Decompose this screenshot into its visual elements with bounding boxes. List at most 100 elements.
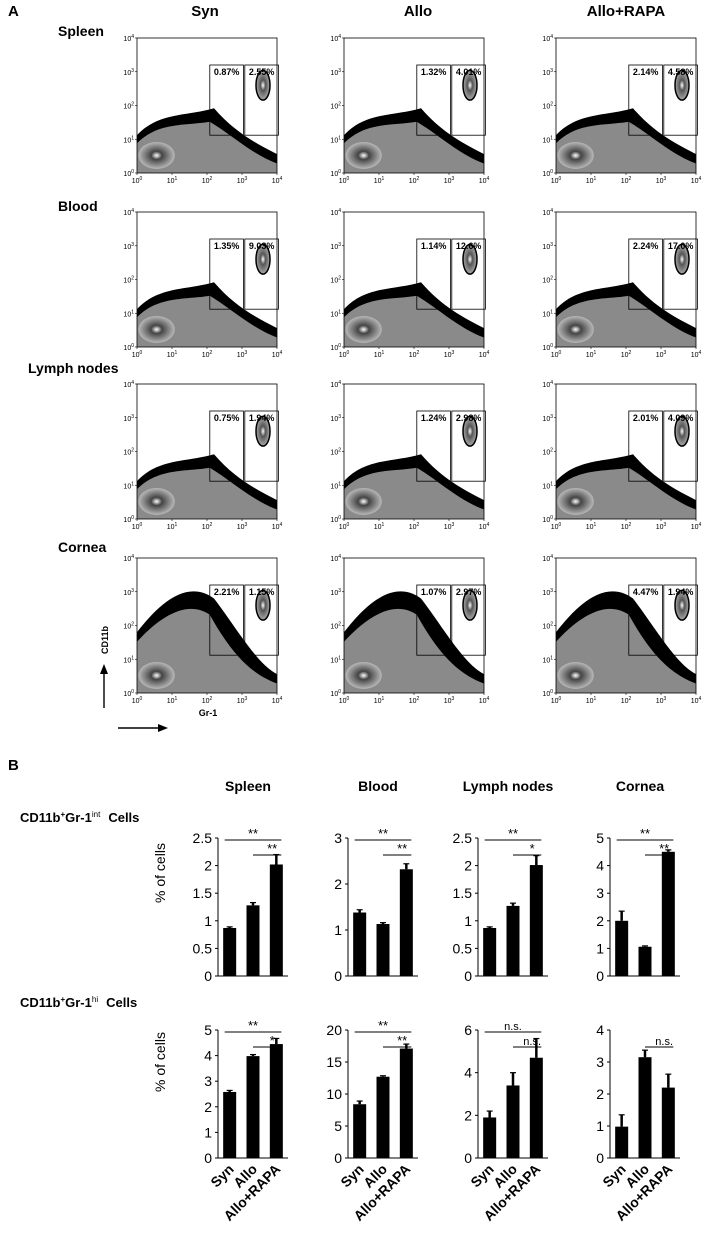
y-axis-arrowhead: [100, 664, 108, 674]
significance-label: **: [378, 1018, 388, 1033]
y-tick-label: 0: [596, 1150, 604, 1166]
gr1-hi-population: [255, 415, 271, 447]
gr1-hi-population: [462, 415, 478, 447]
row-label-gr1-int-tail: Cells: [108, 810, 139, 825]
gate-percent-gr1-hi: 9.03%: [249, 241, 275, 251]
gate-gr1-int: [416, 584, 451, 656]
y-tick-label: 103: [542, 588, 553, 597]
y-tick-label: 100: [542, 689, 553, 698]
gate-gr1-hi: [451, 410, 486, 482]
column-title-syn: Syn: [191, 3, 219, 20]
y-tick-label: 4: [464, 1065, 472, 1081]
bar-chart-cornea-row1: 0 1 2 3 4 5 ** **: [596, 826, 680, 984]
y-tick-label: 0: [204, 968, 212, 984]
x-tick-label: 102: [202, 350, 213, 359]
y-tick-label: 3: [204, 1073, 212, 1089]
x-tick-label: 104: [272, 522, 283, 531]
gr1-hi-population: [674, 69, 690, 101]
significance-label: n.s.: [655, 1036, 673, 1048]
gate-percent-gr1-int: 1.14%: [421, 241, 447, 251]
y-tick-label: 102: [330, 102, 341, 111]
y-tick-label: 104: [123, 34, 134, 43]
gate-gr1-int: [628, 64, 663, 136]
x-tick-label: 100: [551, 176, 562, 185]
x-tick-label: 104: [691, 176, 702, 185]
x-tick-label: 101: [586, 176, 597, 185]
x-tick-label: 104: [479, 522, 490, 531]
gate-percent-gr1-int: 0.87%: [214, 67, 240, 77]
gate-percent-gr1-hi: 4.01%: [456, 67, 482, 77]
lymphocyte-population: [138, 661, 175, 689]
y-tick-label: 2.5: [193, 830, 213, 846]
y-tick-label: 101: [542, 655, 553, 664]
bar-allo-rapa: [269, 864, 283, 976]
x-tick-label: 103: [444, 350, 455, 359]
y-tick-label: 103: [123, 588, 134, 597]
y-tick-label: 100: [123, 689, 134, 698]
bar-allo: [246, 905, 260, 976]
x-tick-label: 102: [409, 176, 420, 185]
lymphocyte-population: [345, 661, 382, 689]
y-tick-label: 102: [542, 622, 553, 631]
y-tick-label: 5: [334, 1118, 342, 1134]
row-title-lymph-nodes: Lymph nodes: [28, 360, 119, 376]
y-tick-label: 101: [123, 309, 134, 318]
x-tick-label: 104: [691, 522, 702, 531]
gr1-hi-population: [255, 69, 271, 101]
x-tick-label: 102: [409, 522, 420, 531]
significance-label: n.s.: [504, 1021, 522, 1033]
ylabel-percent-row2: % of cells: [152, 1032, 168, 1092]
x-tick-label: 103: [237, 696, 248, 705]
x-tick-label: 104: [272, 350, 283, 359]
gate-percent-gr1-int: 1.07%: [421, 587, 447, 597]
y-tick-label: 100: [330, 515, 341, 524]
bar-allo-rapa: [399, 1048, 413, 1158]
row-label-gr1-hi: CD11b+Gr-1hi Cells: [20, 995, 137, 1010]
y-tick-label: 1: [204, 913, 212, 929]
x-tick-label: 100: [339, 696, 350, 705]
y-tick-label: 2: [596, 1086, 604, 1102]
gate-gr1-hi: [244, 64, 279, 136]
y-tick-label: 1: [464, 913, 472, 929]
gate-percent-gr1-int: 1.32%: [421, 67, 447, 77]
gate-percent-gr1-int: 0.75%: [214, 413, 240, 423]
bar-allo: [376, 1076, 390, 1158]
significance-label: **: [397, 841, 407, 856]
y-tick-label: 102: [542, 102, 553, 111]
gate-percent-gr1-int: 4.47%: [633, 587, 659, 597]
ylabel-percent-row1: % of cells: [152, 843, 168, 903]
gate-gr1-hi: [663, 584, 698, 656]
y-tick-label: 103: [330, 68, 341, 77]
y-tick-label: 102: [542, 276, 553, 285]
significance-label: **: [508, 826, 518, 841]
y-tick-label: 103: [542, 68, 553, 77]
x-tick-label: 102: [621, 176, 632, 185]
y-tick-label: 0.5: [453, 940, 473, 956]
x-tick-label: 102: [621, 350, 632, 359]
x-tick-label: 101: [374, 522, 385, 531]
x-tick-label: 100: [339, 176, 350, 185]
x-tick-label: 102: [409, 350, 420, 359]
bar-allo-rapa: [269, 1044, 283, 1158]
y-tick-label: 100: [123, 343, 134, 352]
y-tick-label: 2.5: [453, 830, 473, 846]
gr1-hi-population: [462, 243, 478, 275]
x-tick-label: 103: [656, 350, 667, 359]
bar-allo-rapa: [529, 865, 543, 976]
lymphocyte-population: [345, 141, 382, 169]
lymphocyte-population: [138, 315, 175, 343]
bar-syn: [615, 1126, 629, 1158]
x-tick-label: 100: [551, 522, 562, 531]
x-tick-label: 102: [202, 696, 213, 705]
bar-allo-rapa: [529, 1057, 543, 1158]
gate-percent-gr1-int: 1.35%: [214, 241, 240, 251]
gate-gr1-hi: [663, 238, 698, 310]
gate-percent-gr1-int: 2.24%: [633, 241, 659, 251]
x-tick-label: 103: [656, 176, 667, 185]
y-tick-label: 2: [596, 913, 604, 929]
y-tick-label: 102: [123, 102, 134, 111]
